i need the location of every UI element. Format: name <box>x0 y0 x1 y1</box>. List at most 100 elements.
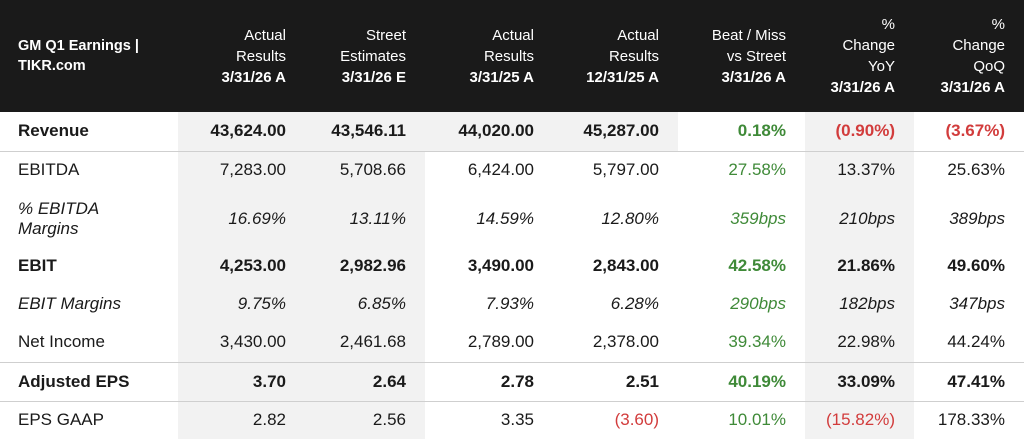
cell-prior-year: 44,020.00 <box>425 112 553 151</box>
table-title: GM Q1 Earnings | TIKR.com <box>0 0 178 112</box>
column-header-actual-3-31-26: Actual Results 3/31/26 A <box>178 0 305 112</box>
row-label: EBIT <box>18 256 57 275</box>
cell-change-qoq: 178.33% <box>914 400 1024 439</box>
cell-prior-year: 2,789.00 <box>467 332 534 352</box>
cell-prior-quarter: 2.51 <box>553 361 678 401</box>
column-header-date: 3/31/26 A <box>721 68 787 86</box>
cell-prior-quarter: 5,797.00 <box>553 150 678 189</box>
cell-beat-miss: 359bps <box>730 208 786 228</box>
column-header-line: % <box>881 16 895 33</box>
column-header-line: Beat / Miss <box>711 26 786 44</box>
cell-estimate: 2,982.96 <box>305 248 425 284</box>
table-row-ebitda-margins: % EBITDA Margins 16.69% 13.11% 14.59% 12… <box>0 189 1024 248</box>
table-row-ebitda: EBITDA 7,283.00 5,708.66 6,424.00 5,797.… <box>0 150 1024 189</box>
row-label: EBIT Margins <box>18 293 121 313</box>
cell-estimate: 6.85% <box>305 284 425 323</box>
cell-prior-quarter: (3.60) <box>553 400 678 439</box>
table-row-adjusted-eps: Adjusted EPS 3.70 2.64 2.78 2.51 40.19% … <box>0 361 1024 401</box>
cell-change-qoq: 25.63% <box>914 150 1024 189</box>
cell-change-yoy: 210bps <box>805 189 914 248</box>
column-header-actual-3-31-25: Actual Results 3/31/25 A <box>425 0 553 112</box>
row-label: EPS GAAP <box>0 400 178 439</box>
column-header-actual-12-31-25: Actual Results 12/31/25 A <box>553 0 678 112</box>
column-header-line: Street <box>365 26 406 44</box>
column-header-date: 3/31/26 A <box>940 79 1006 96</box>
column-header-line: Estimates <box>340 47 406 65</box>
cell-change-yoy: (0.90%) <box>805 112 914 151</box>
cell-estimate: 2.56 <box>305 400 425 439</box>
cell-prior-quarter: 6.28% <box>610 293 659 313</box>
cell-actual: 3.70 <box>178 361 305 401</box>
column-header-line: QoQ <box>973 58 1005 75</box>
row-label: EBITDA <box>0 150 178 189</box>
table-row-revenue: Revenue 43,624.00 43,546.11 44,020.00 45… <box>0 112 1024 151</box>
cell-prior-quarter: 2,378.00 <box>592 332 659 352</box>
cell-prior-quarter: 2,843.00 <box>592 256 659 275</box>
cell-beat-miss: 42.58% <box>728 256 786 275</box>
cell-change-qoq: 44.24% <box>947 332 1005 352</box>
cell-change-yoy: 13.37% <box>805 150 914 189</box>
row-label: Adjusted EPS <box>0 361 178 401</box>
column-header-line: Results <box>235 47 286 65</box>
cell-prior-year: 7.93% <box>485 293 534 313</box>
cell-actual: 4,253.00 <box>178 248 305 284</box>
column-header-change-qoq: % Change QoQ 3/31/26 A <box>914 0 1024 112</box>
cell-actual: 16.69% <box>178 189 305 248</box>
cell-prior-year: 6,424.00 <box>425 150 553 189</box>
row-label: % EBITDA Margins <box>18 198 99 238</box>
cell-beat-miss: 40.19% <box>678 361 805 401</box>
column-header-line: Change <box>952 37 1005 54</box>
table-row-eps-gaap: EPS GAAP 2.82 2.56 3.35 (3.60) 10.01% (1… <box>0 400 1024 439</box>
cell-estimate: 13.11% <box>305 189 425 248</box>
column-header-line: Results <box>483 47 534 65</box>
column-header-line: Results <box>608 47 659 65</box>
table-row-net-income: Net Income 3,430.00 2,461.68 2,789.00 2,… <box>0 323 1024 362</box>
cell-actual: 3,430.00 <box>178 323 305 362</box>
cell-beat-miss: 290bps <box>730 293 786 313</box>
cell-change-yoy: 21.86% <box>805 248 914 284</box>
cell-change-qoq: (3.67%) <box>945 121 1005 141</box>
cell-prior-quarter: 12.80% <box>601 208 659 228</box>
header-row: GM Q1 Earnings | TIKR.com Actual Results… <box>0 0 1024 112</box>
cell-beat-miss: 10.01% <box>678 400 805 439</box>
cell-prior-year: 14.59% <box>476 208 534 228</box>
column-header-street-estimates: Street Estimates 3/31/26 E <box>305 0 425 112</box>
cell-beat-miss: 27.58% <box>678 150 805 189</box>
column-header-line: YoY <box>868 58 895 75</box>
cell-prior-year: 3.35 <box>425 400 553 439</box>
cell-change-yoy: (15.82%) <box>805 400 914 439</box>
cell-estimate: 2,461.68 <box>305 323 425 362</box>
cell-change-yoy: 182bps <box>805 284 914 323</box>
row-label: Net Income <box>18 332 105 352</box>
cell-change-qoq: 49.60% <box>947 256 1005 275</box>
cell-estimate: 5,708.66 <box>305 150 425 189</box>
column-header-line: vs Street <box>726 47 786 65</box>
cell-beat-miss: 0.18% <box>737 121 786 141</box>
cell-change-qoq: 347bps <box>949 293 1005 313</box>
cell-prior-year: 2.78 <box>425 361 553 401</box>
table-row-ebit-margins: EBIT Margins 9.75% 6.85% 7.93% 6.28% 290… <box>0 284 1024 323</box>
column-header-date: 3/31/26 E <box>341 68 406 86</box>
cell-actual: 7,283.00 <box>178 150 305 189</box>
column-header-date: 3/31/26 A <box>221 68 287 86</box>
cell-actual: 2.82 <box>178 400 305 439</box>
cell-estimate: 43,546.11 <box>305 112 425 151</box>
cell-change-qoq: 389bps <box>949 208 1005 228</box>
cell-change-yoy: 33.09% <box>805 361 914 401</box>
cell-prior-year: 3,490.00 <box>467 256 534 275</box>
column-header-date: 12/31/25 A <box>586 68 659 86</box>
cell-change-yoy: 22.98% <box>805 323 914 362</box>
column-header-line: % <box>991 16 1005 33</box>
column-header-date: 3/31/26 A <box>830 79 896 96</box>
column-header-beat-miss: Beat / Miss vs Street 3/31/26 A <box>678 0 805 112</box>
row-label: Revenue <box>18 121 89 141</box>
column-header-change-yoy: % Change YoY 3/31/26 A <box>805 0 914 112</box>
column-header-line: Actual <box>617 26 659 44</box>
table-title-line1: GM Q1 Earnings | <box>18 38 139 54</box>
column-header-line: Actual <box>492 26 534 44</box>
cell-estimate: 2.64 <box>305 361 425 401</box>
cell-actual: 9.75% <box>178 284 305 323</box>
column-header-line: Actual <box>244 26 286 44</box>
column-header-date: 3/31/25 A <box>469 68 535 86</box>
